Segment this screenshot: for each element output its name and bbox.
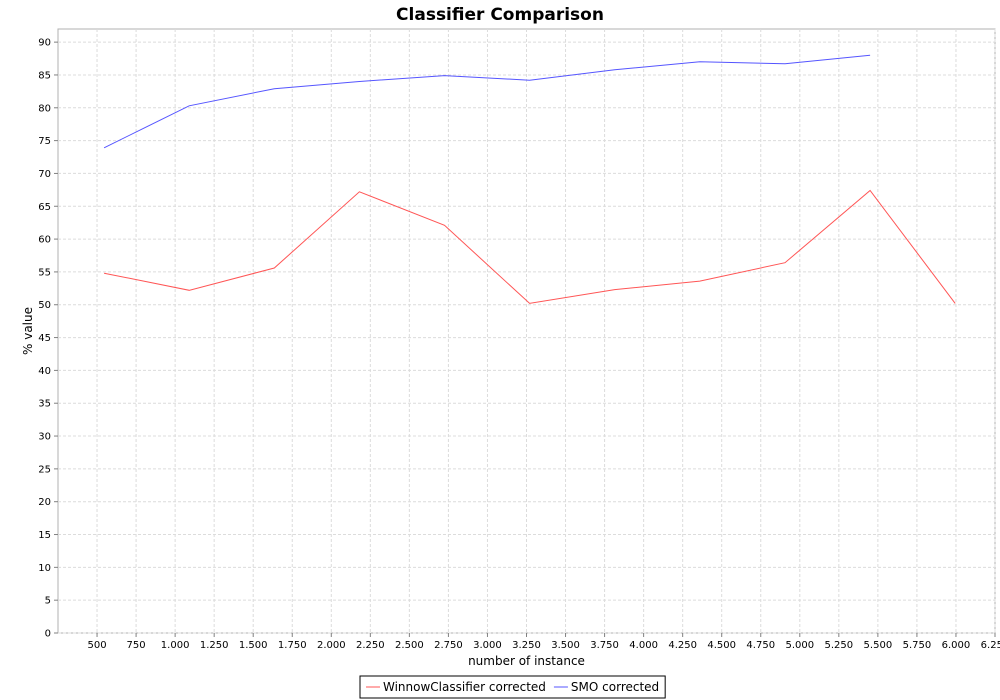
y-tick-label: 15 [38,530,51,541]
y-tick-label: 50 [38,300,51,311]
x-tick-label: 3.250 [512,640,541,651]
y-tick-label: 85 [38,70,51,81]
y-tick-label: 60 [38,235,51,246]
y-tick-label: 10 [38,563,51,574]
x-tick-label: 4.750 [746,640,775,651]
legend-label: SMO corrected [571,680,659,694]
x-tick-label: 5.000 [785,640,814,651]
y-tick-label: 75 [38,136,51,147]
y-tick-label: 5 [45,596,51,607]
x-tick-label: 3.750 [590,640,619,651]
x-tick-label: 5.250 [825,640,854,651]
y-tick-label: 90 [38,38,51,49]
y-tick-label: 25 [38,464,51,475]
y-tick-label: 55 [38,267,51,278]
x-tick-label: 2.750 [434,640,463,651]
x-axis-label: number of instance [468,654,585,668]
x-tick-label: 4.000 [629,640,658,651]
x-tick-label: 3.500 [551,640,580,651]
x-tick-label: 2.500 [395,640,424,651]
x-tick-label: 6.000 [942,640,971,651]
y-tick-label: 65 [38,202,51,213]
y-tick-label: 40 [38,366,51,377]
x-tick-label: 1.250 [200,640,229,651]
x-tick-label: 3.000 [473,640,502,651]
y-tick-label: 30 [38,432,51,443]
y-tick-label: 35 [38,399,51,410]
y-axis-label: % value [21,307,35,355]
x-tick-label: 1.500 [239,640,268,651]
y-tick-label: 20 [38,497,51,508]
legend: WinnowClassifier corrected SMO corrected [360,676,665,698]
x-tick-label: 4.500 [707,640,736,651]
x-tick-label: 5.750 [903,640,932,651]
x-tick-label: 5.500 [864,640,893,651]
legend-label: WinnowClassifier corrected [383,680,546,694]
y-tick-label: 45 [38,333,51,344]
y-tick-label: 0 [45,629,51,640]
x-tick-label: 4.250 [668,640,697,651]
y-tick-label: 70 [38,169,51,180]
y-tick-label: 80 [38,103,51,114]
x-tick-label: 1.000 [161,640,190,651]
x-tick-label: 6.250 [981,640,1000,651]
x-tick-label: 2.250 [356,640,385,651]
chart-title: Classifier Comparison [396,5,604,25]
x-tick-label: 750 [127,640,146,651]
x-tick-label: 1.750 [278,640,307,651]
x-tick-label: 2.000 [317,640,346,651]
x-tick-label: 500 [87,640,106,651]
